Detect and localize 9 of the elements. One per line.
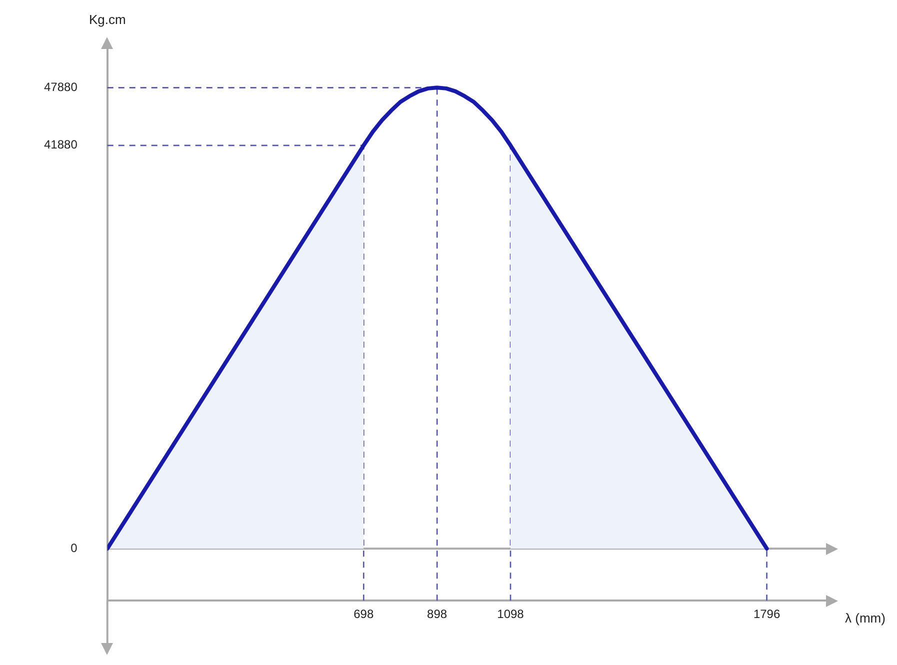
y-tick-label: 0 — [70, 540, 78, 555]
x-tick-label: 1098 — [497, 607, 524, 622]
x-tick-label: 1796 — [753, 607, 780, 622]
y-axis-title: Kg.cm — [88, 12, 126, 27]
x-tick-label: 698 — [354, 607, 374, 622]
y-tick-label: 41880 — [44, 138, 78, 152]
y-tick-label: 47880 — [44, 80, 78, 94]
x-axis-title: λ (mm) — [845, 610, 886, 626]
x-tick-label: 898 — [427, 607, 448, 622]
